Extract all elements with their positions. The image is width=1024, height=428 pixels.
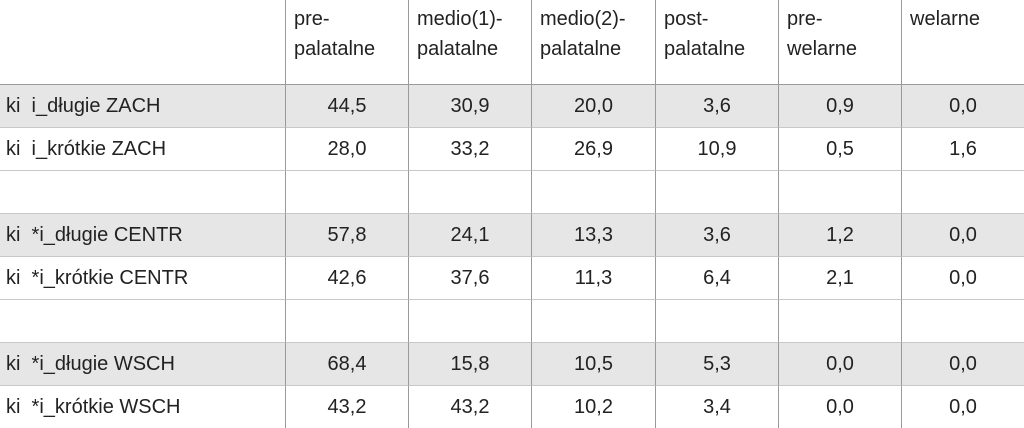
value-cell: 0,0 bbox=[778, 386, 901, 428]
spacer-cell bbox=[655, 171, 778, 214]
value-cell: 20,0 bbox=[531, 85, 655, 128]
value-cell: 68,4 bbox=[285, 343, 408, 386]
spacer-cell bbox=[531, 171, 655, 214]
value-cell: 10,2 bbox=[531, 386, 655, 428]
value-cell: 24,1 bbox=[408, 214, 531, 257]
row-label: ki *i_długie CENTR bbox=[0, 214, 285, 257]
value-cell: 28,0 bbox=[285, 128, 408, 171]
value-cell: 0,0 bbox=[901, 386, 1024, 428]
value-cell: 37,6 bbox=[408, 257, 531, 300]
header-cell: medio(2)- palatalne bbox=[531, 0, 655, 85]
value-cell: 0,0 bbox=[901, 343, 1024, 386]
value-cell: 10,5 bbox=[531, 343, 655, 386]
value-cell: 13,3 bbox=[531, 214, 655, 257]
value-cell: 44,5 bbox=[285, 85, 408, 128]
value-cell: 0,9 bbox=[778, 85, 901, 128]
value-cell: 57,8 bbox=[285, 214, 408, 257]
value-cell: 3,6 bbox=[655, 214, 778, 257]
header-cell: post- palatalne bbox=[655, 0, 778, 85]
header-cell bbox=[0, 0, 285, 85]
value-cell: 6,4 bbox=[655, 257, 778, 300]
spacer-cell bbox=[778, 171, 901, 214]
value-cell: 26,9 bbox=[531, 128, 655, 171]
spacer-cell bbox=[285, 171, 408, 214]
spacer-cell bbox=[408, 171, 531, 214]
spacer-cell bbox=[0, 171, 285, 214]
value-cell: 2,1 bbox=[778, 257, 901, 300]
header-cell: welarne bbox=[901, 0, 1024, 85]
value-cell: 3,4 bbox=[655, 386, 778, 428]
value-cell: 0,0 bbox=[901, 257, 1024, 300]
header-cell: pre- palatalne bbox=[285, 0, 408, 85]
value-cell: 30,9 bbox=[408, 85, 531, 128]
spacer-cell bbox=[408, 300, 531, 343]
value-cell: 1,2 bbox=[778, 214, 901, 257]
value-cell: 0,0 bbox=[778, 343, 901, 386]
row-label: ki *i_krótkie WSCH bbox=[0, 386, 285, 428]
spacer-cell bbox=[901, 171, 1024, 214]
spacer-cell bbox=[531, 300, 655, 343]
row-label: ki i_długie ZACH bbox=[0, 85, 285, 128]
row-label: ki i_krótkie ZACH bbox=[0, 128, 285, 171]
spacer-cell bbox=[901, 300, 1024, 343]
value-cell: 43,2 bbox=[408, 386, 531, 428]
spacer-cell bbox=[0, 300, 285, 343]
header-cell: pre- welarne bbox=[778, 0, 901, 85]
value-cell: 10,9 bbox=[655, 128, 778, 171]
value-cell: 33,2 bbox=[408, 128, 531, 171]
value-cell: 42,6 bbox=[285, 257, 408, 300]
value-cell: 43,2 bbox=[285, 386, 408, 428]
spacer-cell bbox=[778, 300, 901, 343]
value-cell: 0,5 bbox=[778, 128, 901, 171]
value-cell: 15,8 bbox=[408, 343, 531, 386]
value-cell: 11,3 bbox=[531, 257, 655, 300]
row-label: ki *i_długie WSCH bbox=[0, 343, 285, 386]
value-cell: 3,6 bbox=[655, 85, 778, 128]
value-cell: 0,0 bbox=[901, 214, 1024, 257]
value-cell: 1,6 bbox=[901, 128, 1024, 171]
value-cell: 5,3 bbox=[655, 343, 778, 386]
header-cell: medio(1)- palatalne bbox=[408, 0, 531, 85]
spacer-cell bbox=[285, 300, 408, 343]
value-cell: 0,0 bbox=[901, 85, 1024, 128]
spacer-cell bbox=[655, 300, 778, 343]
row-label: ki *i_krótkie CENTR bbox=[0, 257, 285, 300]
